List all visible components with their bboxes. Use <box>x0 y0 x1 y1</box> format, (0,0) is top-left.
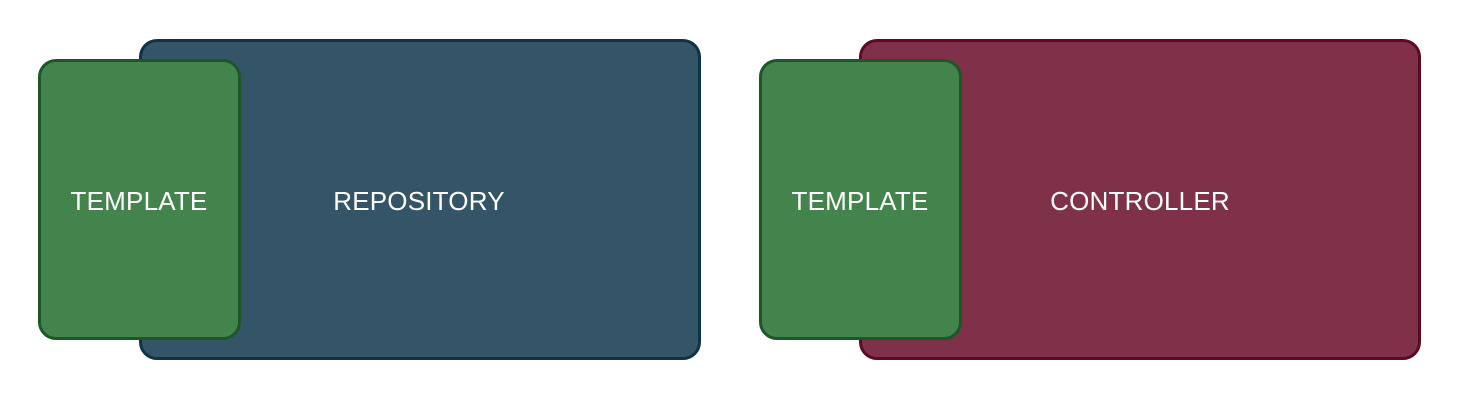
template-label-left: TEMPLATE <box>70 186 208 216</box>
template-label-right: TEMPLATE <box>791 186 929 216</box>
template-box-left <box>38 59 241 340</box>
repository-label: REPOSITORY <box>333 186 505 216</box>
template-box-right <box>759 59 962 340</box>
controller-label: CONTROLLER <box>1050 186 1230 216</box>
